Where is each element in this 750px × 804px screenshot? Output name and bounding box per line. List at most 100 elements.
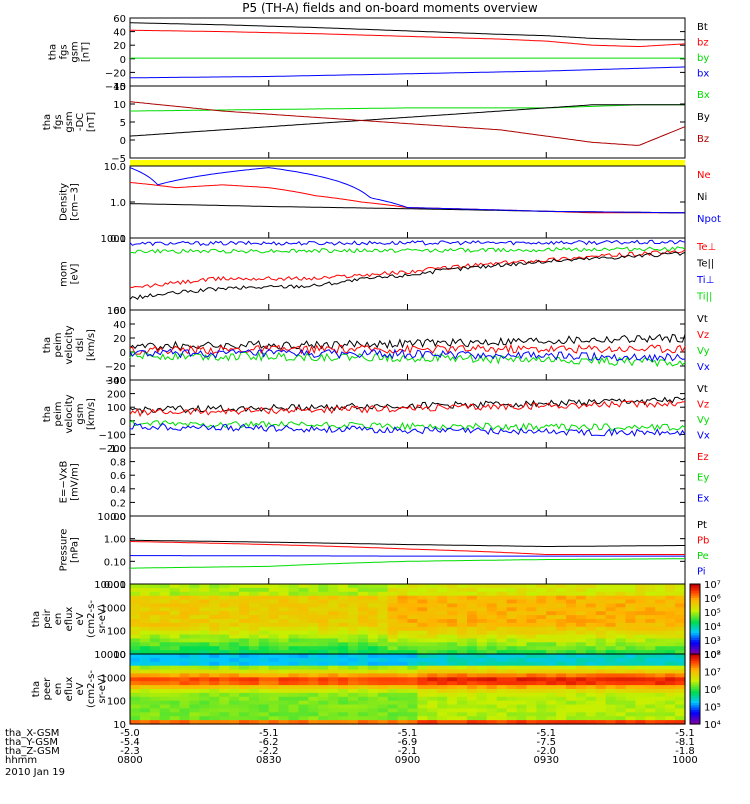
spectrogram-cell — [566, 692, 577, 698]
spectrogram-cell — [496, 700, 508, 706]
spectrogram-cell — [496, 720, 508, 725]
spectrogram-cell — [159, 716, 171, 721]
spectrogram-cell — [248, 630, 260, 636]
spectrogram-cell — [308, 607, 319, 612]
spectrogram-cell — [318, 681, 329, 686]
spectrogram-cell — [466, 595, 478, 601]
panel-frame — [129, 653, 686, 725]
panel-p10: tha peer en eflux eV (cm2-s-sr-eV)10000100010… — [31, 650, 721, 731]
spectrogram-cell — [149, 622, 161, 628]
spectrogram-cell — [645, 622, 656, 628]
spectrogram-cell — [665, 599, 676, 605]
spectrogram-cell — [645, 720, 656, 725]
spectrogram-cell — [179, 584, 191, 589]
spectrogram-cell — [248, 591, 260, 597]
spectrogram-cell — [308, 650, 319, 655]
spectrogram-cell — [605, 661, 617, 667]
spectrogram-cell — [189, 657, 200, 663]
spectrogram-cell — [516, 657, 528, 663]
spectrogram-cell — [655, 607, 666, 612]
spectrogram-cell — [556, 595, 567, 601]
colorbar-tick-label: 10⁸ — [704, 650, 721, 661]
spectrogram-cell — [318, 704, 329, 710]
spectrogram-cell — [308, 591, 319, 597]
spectrogram-cell — [357, 630, 369, 636]
spectrogram-cell — [655, 681, 666, 686]
spectrogram-cell — [328, 630, 339, 636]
colorbar-segment — [690, 612, 700, 615]
spectrogram-cell — [367, 704, 379, 710]
spectrogram-cell — [605, 646, 617, 651]
spectrogram-cell — [159, 615, 171, 620]
colorbar-segment — [690, 602, 700, 606]
spectrogram-cell — [219, 626, 230, 632]
spectrogram-cell — [595, 685, 607, 690]
spectrogram-cell — [248, 657, 260, 663]
spectrogram-cell — [328, 661, 339, 667]
y-axis-label: sr-eV) — [97, 674, 108, 703]
spectrogram-cell — [258, 619, 270, 624]
legend-ti: Ti⊥ — [696, 275, 714, 286]
spectrogram-cell — [595, 657, 607, 663]
spectrogram-cell — [229, 677, 240, 682]
colorbar-frame — [689, 653, 701, 725]
spectrogram-cell — [189, 595, 200, 601]
spectrogram-cell — [546, 650, 557, 655]
spectrogram-cell — [665, 692, 676, 698]
spectrogram-cell — [526, 661, 537, 667]
spectrogram-cell — [556, 720, 567, 725]
spectrogram-cell — [655, 615, 666, 620]
spectrogram-cell — [348, 654, 359, 659]
spectrogram-cell — [625, 619, 637, 624]
spectrogram-cell — [645, 685, 656, 690]
spectrogram-cell — [506, 704, 518, 710]
spectrogram-cell — [258, 634, 270, 640]
spectrogram-cell — [496, 669, 508, 675]
spectrogram-cell — [248, 603, 260, 608]
spectrogram-cell — [130, 712, 141, 717]
spectrogram-cell — [536, 591, 547, 597]
spectrogram-cell — [338, 603, 349, 608]
spectrogram-cell — [575, 642, 587, 647]
spectrogram-cell — [427, 661, 438, 667]
series-line-vt — [129, 396, 686, 414]
spectrogram-cell — [546, 661, 557, 667]
spectrogram-cell — [328, 716, 339, 721]
spectrogram-cell — [348, 642, 359, 647]
spectrogram-cell — [189, 607, 200, 612]
colorbar-segment — [690, 684, 700, 688]
spectrogram-cell — [189, 681, 200, 686]
spectrogram-cell — [199, 720, 210, 725]
spectrogram-cell — [130, 661, 141, 667]
spectrogram-cell — [357, 611, 369, 616]
spectrogram-cell — [219, 622, 230, 628]
spectrogram-cell — [139, 665, 151, 671]
spectrogram-cell — [377, 704, 389, 710]
spectrogram-cell — [496, 665, 508, 671]
spectrogram-cell — [229, 704, 240, 710]
spectrogram-cell — [437, 650, 448, 655]
colorbar-segment — [690, 682, 700, 685]
spectrogram-cell — [357, 685, 369, 690]
spectrogram-cell — [526, 603, 537, 608]
spectrogram-cell — [189, 591, 200, 597]
spectrogram-cell — [437, 669, 448, 675]
spectrogram-cell — [387, 665, 399, 671]
spectrogram-cell — [219, 685, 230, 690]
spectrogram-cell — [308, 654, 319, 659]
spectrogram-cell — [575, 607, 587, 612]
spectrogram-cell — [615, 622, 627, 628]
spectrogram-cell — [546, 603, 557, 608]
spectrogram-cell — [556, 626, 567, 632]
spectrogram-cell — [615, 587, 627, 593]
panel-frame — [129, 17, 686, 87]
spectrogram-cell — [239, 642, 250, 647]
spectrogram-cell — [466, 642, 478, 647]
spectrogram-cell — [526, 584, 537, 589]
spectrogram-cell — [308, 673, 319, 678]
spectrogram-cell — [655, 685, 666, 690]
spectrogram-cell — [615, 712, 627, 717]
spectrogram-cell — [189, 704, 200, 710]
spectrogram-cell — [645, 669, 656, 675]
